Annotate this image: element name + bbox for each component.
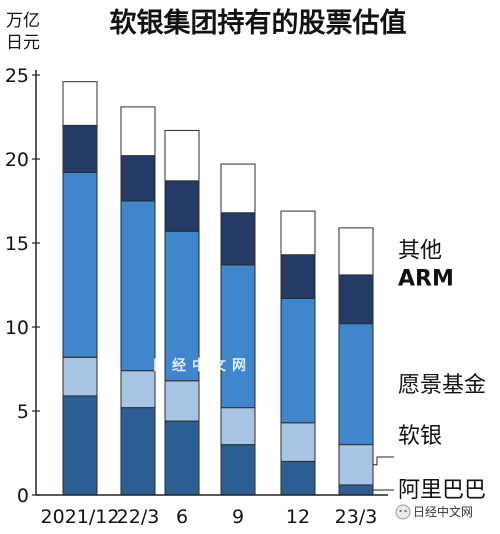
x-tick-label: 6	[176, 506, 188, 528]
bar-segment-softbank	[220, 407, 256, 446]
leader-line-softbank	[373, 456, 394, 466]
bar-segment-other	[62, 81, 98, 126]
unit-label-line2: 日元	[6, 33, 40, 53]
x-tick-label: 12	[286, 506, 310, 528]
chart-title: 软银集团持有的股票估值	[110, 7, 407, 39]
bar-segment-arm	[164, 180, 200, 232]
bars-layer	[62, 81, 374, 496]
bar-segment-alibaba	[120, 407, 156, 496]
bar-segment-softbank	[62, 356, 98, 397]
bar-segment-softbank	[120, 370, 156, 409]
bar-segment-alibaba	[338, 484, 374, 496]
source-label: 日经中文网	[413, 504, 473, 519]
legend-label-arm: ARM	[398, 266, 454, 291]
bar-segment-arm	[280, 254, 316, 299]
unit-label-line1: 万亿	[6, 11, 40, 31]
y-tick-label: 5	[17, 401, 29, 423]
x-tick-label: 9	[232, 506, 244, 528]
bar-segment-alibaba	[164, 420, 200, 496]
x-tick-label: 23/3	[335, 506, 378, 528]
wechat-icon-eye-left	[399, 509, 402, 513]
bar-segment-vision_fund	[280, 297, 316, 424]
bar-segment-vision_fund	[220, 264, 256, 409]
bar-segment-arm	[338, 274, 374, 325]
bar-segment-arm	[220, 212, 256, 266]
y-tick-label: 10	[5, 317, 29, 339]
wechat-icon-eye-right	[404, 509, 407, 513]
bar-segment-vision_fund	[338, 323, 374, 446]
bar-segment-other	[338, 227, 374, 276]
bar-segment-other	[164, 129, 200, 182]
legend-layer: 阿里巴巴 软银 愿景基金 ARM 其他	[373, 238, 486, 503]
bar-segment-other	[220, 163, 256, 214]
bar-segment-arm	[62, 124, 98, 173]
y-tick-label: 0	[17, 485, 29, 507]
legend-label-other: 其他	[398, 238, 442, 263]
legend-label-vision_fund: 愿景基金	[398, 373, 486, 398]
x-tick-label: 22/3	[117, 506, 160, 528]
y-tick-label: 20	[5, 149, 29, 171]
x-tick-label: 2021/12	[41, 506, 120, 528]
y-tick-label: 15	[5, 233, 29, 255]
wechat-icon	[395, 504, 411, 520]
legend-label-softbank: 软银	[398, 424, 442, 449]
bar-segment-vision_fund	[164, 230, 200, 382]
legend-label-alibaba: 阿里巴巴	[398, 478, 486, 503]
bar-segment-arm	[120, 155, 156, 202]
bar-segment-other	[120, 106, 156, 157]
bar-segment-alibaba	[220, 444, 256, 496]
bar-segment-softbank	[164, 380, 200, 422]
bar-segment-alibaba	[62, 395, 98, 496]
y-tick-label: 25	[5, 65, 29, 87]
watermark-text: 日经中文网	[152, 357, 252, 374]
bar-segment-alibaba	[280, 460, 316, 496]
bar-segment-softbank	[338, 444, 374, 486]
bar-segment-vision_fund	[120, 200, 156, 372]
bar-segment-other	[280, 210, 316, 256]
source-credit: 日经中文网	[395, 504, 473, 520]
bar-segment-vision_fund	[62, 171, 98, 358]
bar-segment-softbank	[280, 422, 316, 462]
